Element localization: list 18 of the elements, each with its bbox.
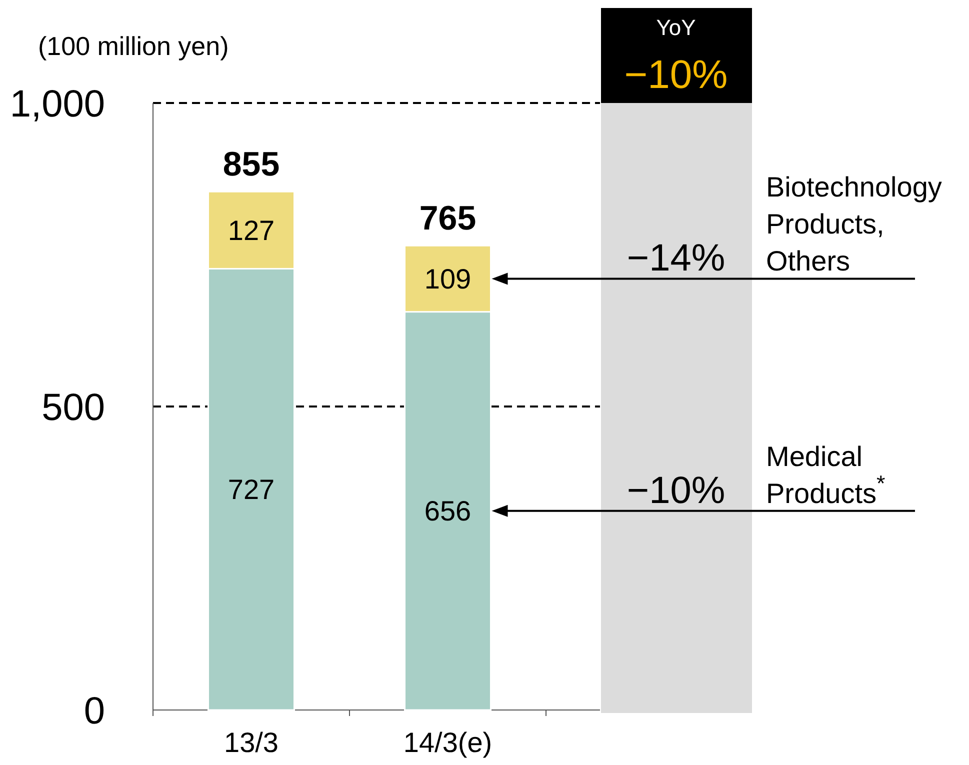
data-label: 127: [228, 214, 275, 246]
text: −14%: [626, 238, 726, 280]
text: −10%: [624, 53, 728, 97]
y-axis-title: (100 million yen): [38, 31, 229, 61]
y-tick-label: 500: [42, 386, 105, 429]
data-label: 727: [228, 474, 275, 506]
data-label: 109: [424, 264, 472, 295]
data-label: 656: [424, 496, 472, 527]
total-label: 765: [419, 200, 476, 238]
text: YoY: [656, 15, 696, 40]
y-tick-label: 0: [84, 690, 105, 732]
x-tick-label: 13/3: [224, 727, 278, 758]
y-tick-label: 1,000: [10, 83, 105, 126]
text: Biotechnology Products, Others: [766, 172, 942, 277]
text: −10%: [626, 470, 726, 512]
x-tick-label: 14/3(e): [403, 727, 492, 758]
text: Medical Products$^{*}$: [766, 440, 886, 509]
total-label: 855: [222, 146, 280, 184]
